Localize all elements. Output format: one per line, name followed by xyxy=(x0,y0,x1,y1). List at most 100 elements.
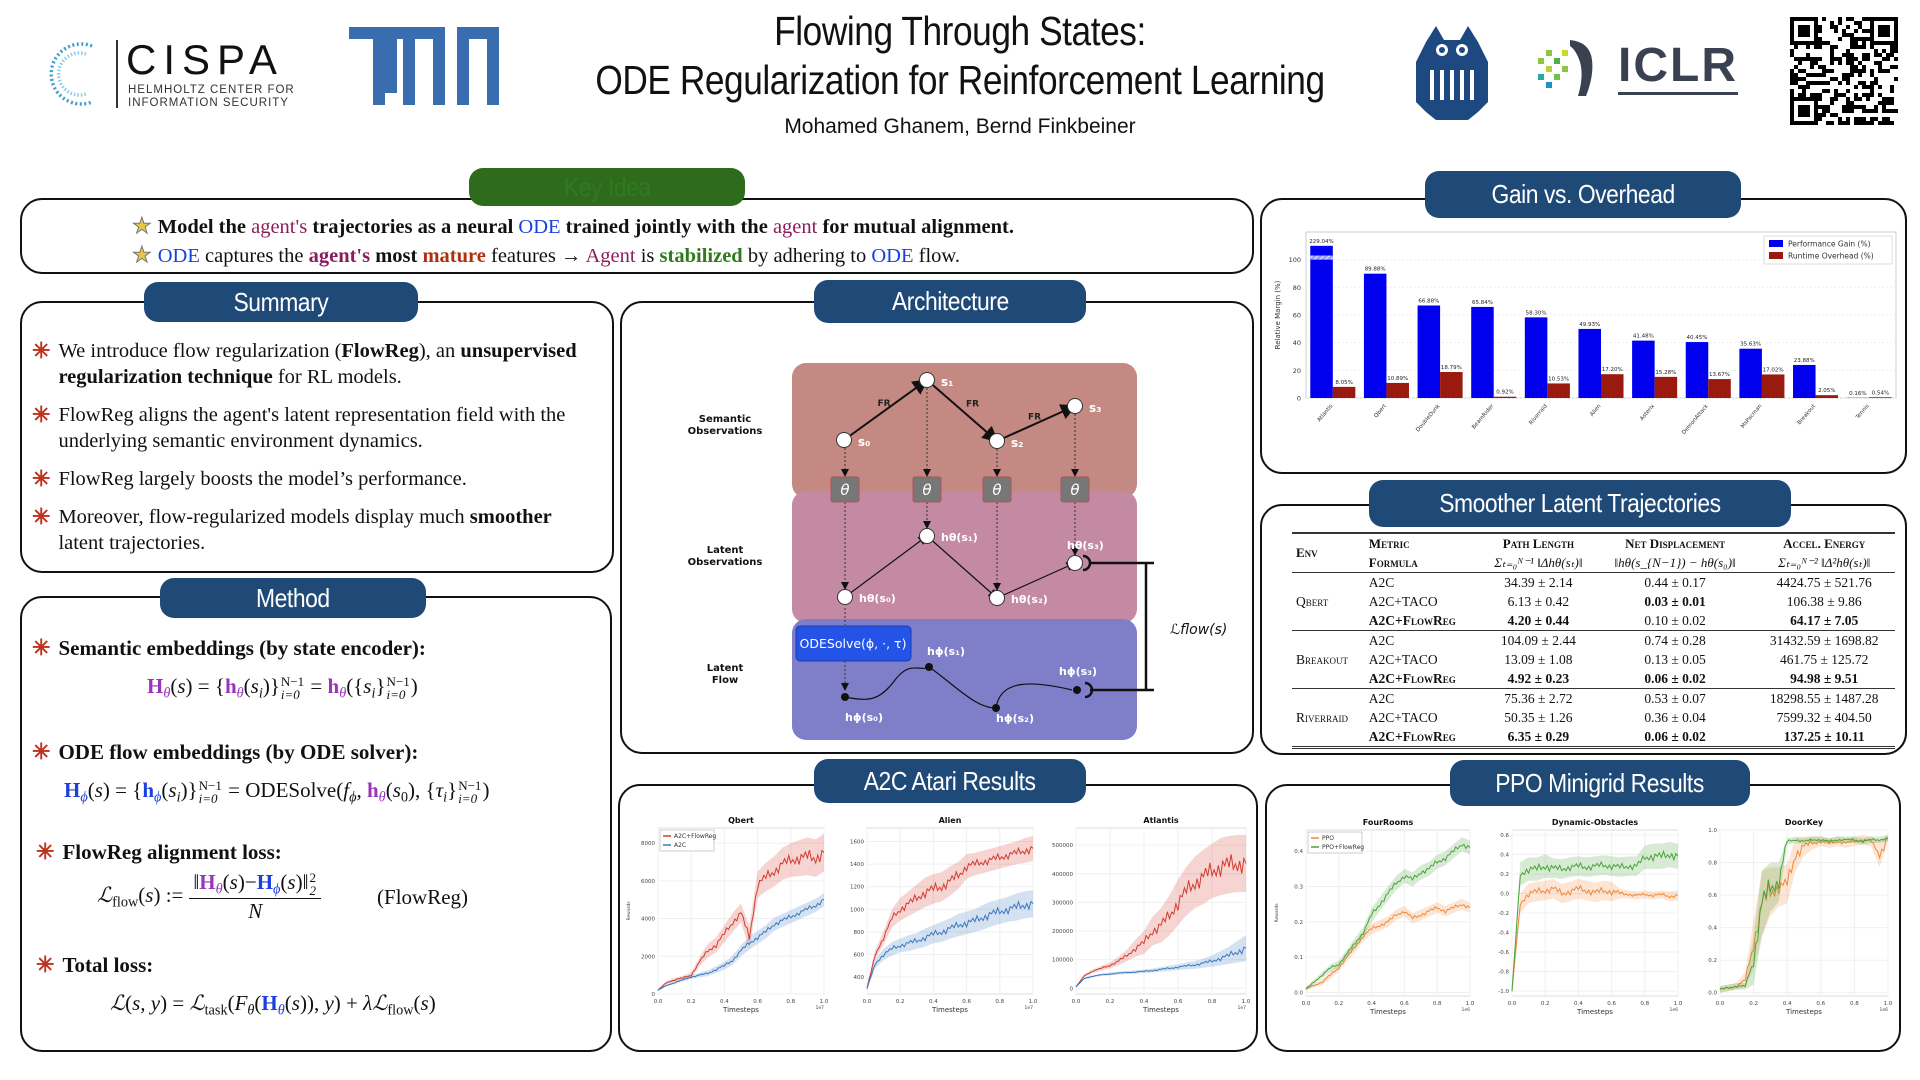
state-label: s₀ xyxy=(858,435,870,449)
bar-value-label: 2.05% xyxy=(1818,388,1835,394)
x-tick-label: Atlantis xyxy=(1316,403,1334,423)
qr-module xyxy=(1862,117,1866,121)
confidence-band xyxy=(1720,834,1888,993)
x-tick-label: BeamRider xyxy=(1471,403,1496,431)
table-row: A2C+TACO 50.35 ± 1.26 0.36 ± 0.04 7599.32 ±… xyxy=(1292,708,1895,727)
loss-label: ℒflow(s) xyxy=(1170,622,1227,638)
row-label: Latent Flow xyxy=(707,663,744,686)
x-tick-label: Qbert xyxy=(1373,403,1388,419)
qr-module xyxy=(1846,105,1850,109)
qr-module xyxy=(1850,105,1854,109)
qr-module xyxy=(1862,45,1866,49)
encoder-box xyxy=(1060,476,1090,503)
confidence-band xyxy=(867,890,1033,991)
confidence-band xyxy=(1076,834,1246,988)
col-formula: ‖hθ(s_{N−1}) − hθ(s₀)‖ xyxy=(1614,554,1736,570)
poster-title-line1: Flowing Through States: xyxy=(774,8,1146,54)
qr-module xyxy=(1822,113,1826,117)
qr-module xyxy=(1882,69,1886,73)
bar xyxy=(1793,364,1816,398)
chart-title: FourRooms xyxy=(1363,818,1414,827)
row-label-part: Observations xyxy=(688,557,763,568)
legend: A2C+FlowReg A2C xyxy=(659,829,716,852)
x-tick-label: MsPacman xyxy=(1740,403,1764,430)
qr-module xyxy=(1886,57,1890,61)
value-cell: 75.36 ± 2.72 xyxy=(1479,688,1597,708)
cispa-logo: CISPA HELMHOLTZ CENTER FOR INFORMATION S… xyxy=(46,36,306,112)
qr-module xyxy=(1822,41,1826,45)
state-node xyxy=(1067,398,1083,414)
qr-module xyxy=(1890,85,1894,89)
qr-module xyxy=(1858,37,1862,41)
value-cell: 34.39 ± 2.14 xyxy=(1479,572,1597,592)
value-cell: 137.25 ± 10.11 xyxy=(1783,728,1865,744)
bar xyxy=(1739,348,1762,398)
confidence-band xyxy=(1720,834,1888,993)
value-cell: 6.35 ± 0.29 xyxy=(1507,728,1570,744)
chart-title: DoorKey xyxy=(1785,818,1824,827)
text-segment: h xyxy=(224,674,237,698)
qr-module xyxy=(1874,53,1878,57)
qr-module xyxy=(1838,57,1842,61)
x-tick-label: 0.4 xyxy=(720,999,729,1005)
value-cell: 4.20 ± 0.44 xyxy=(1507,612,1570,628)
qr-module xyxy=(1878,121,1882,125)
state-node xyxy=(836,432,852,448)
x-scale-label: 1e6 xyxy=(1880,1007,1889,1013)
qr-finder-center xyxy=(1798,25,1810,37)
x-axis-label: Timesteps xyxy=(1142,1006,1179,1014)
text-segment: ( xyxy=(413,991,421,1015)
bar-value-label: 23.88% xyxy=(1794,358,1815,364)
qr-module xyxy=(1802,89,1806,93)
qr-module xyxy=(1866,37,1870,41)
qr-module xyxy=(1822,65,1826,69)
bar xyxy=(1601,374,1624,398)
summary-title: Summary xyxy=(233,286,329,317)
tum-logo xyxy=(349,27,499,105)
qr-module xyxy=(1862,53,1866,57)
summary-tab: Summary xyxy=(144,282,418,322)
qr-module xyxy=(1882,105,1886,109)
table-row: A2C+TACO 6.13 ± 0.42 0.03 ± 0.01 106.38 ± 9… xyxy=(1292,592,1895,611)
qr-module xyxy=(1858,105,1862,109)
qr-module xyxy=(1862,93,1866,97)
qr-module xyxy=(1850,53,1854,57)
y-tick-label: -0.8 xyxy=(1498,970,1509,976)
edge-label: FR xyxy=(1028,413,1041,423)
architecture-tab: Architecture xyxy=(814,280,1086,323)
qr-module xyxy=(1858,69,1862,73)
qr-module xyxy=(1890,97,1894,101)
qr-code[interactable] xyxy=(1790,17,1898,125)
qr-module xyxy=(1818,29,1822,33)
y-tick-label: 80 xyxy=(1293,284,1301,292)
table-row: A2C+FlowReg 4.92 ± 0.23 0.06 ± 0.02 94.98 ±… xyxy=(1292,669,1895,689)
y-tick-label: 600 xyxy=(854,952,865,958)
y-tick-label: 400 xyxy=(854,975,865,981)
chart-qbert: Qbert 0.0 0.2 0.4 0.6 0.8 1.0 0 2000 4000 6000 8000… xyxy=(626,816,829,1014)
row-label-part: Latent xyxy=(707,663,744,674)
text-segment: ϕ xyxy=(154,789,162,806)
qr-finder xyxy=(1790,17,1818,45)
x-tick-label: 0.0 xyxy=(654,999,663,1005)
value-cell: 31432.59 ± 1698.82 xyxy=(1753,630,1895,650)
text-segment: s xyxy=(94,778,103,802)
bar-value-label: 8.05% xyxy=(1335,380,1352,386)
x-tick-label: DemonAttack xyxy=(1681,403,1710,436)
qr-module xyxy=(1790,81,1794,85)
summary-text: We introduce flow regularization (FlowRe… xyxy=(58,338,598,390)
state-node xyxy=(989,433,1005,449)
value-cell: 106.38 ± 9.86 xyxy=(1786,593,1862,609)
summary-text: FlowReg largely boosts the model’s perfo… xyxy=(58,466,466,492)
y-tick-label: 0.8 xyxy=(1708,861,1717,867)
text-segment: ( xyxy=(161,778,169,802)
qr-module xyxy=(1830,57,1834,61)
qr-module xyxy=(1862,37,1866,41)
text-segment: F xyxy=(234,991,248,1015)
qr-module xyxy=(1866,53,1870,57)
sup-sub-stack: N−1 i=0 xyxy=(458,779,481,805)
qr-module xyxy=(1882,109,1886,113)
qr-module xyxy=(1850,37,1854,41)
y-tick-label: 0 xyxy=(1297,395,1301,403)
qr-module xyxy=(1858,81,1862,85)
